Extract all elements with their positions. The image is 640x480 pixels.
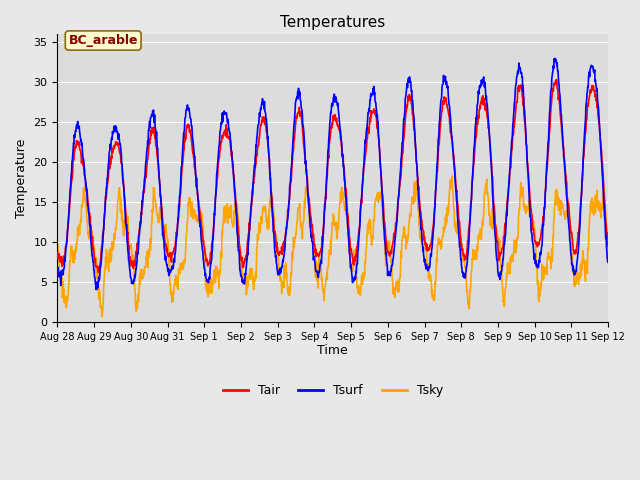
Tsurf (54, 271, 61, 277)
Tsky (491, 217, 499, 223)
Tair (604, 243, 612, 249)
Tsurf (552, 56, 559, 61)
Tsky (540, 264, 547, 270)
X-axis label: Time: Time (317, 345, 348, 358)
Tsky (238, 261, 246, 266)
Tsurf (177, 186, 184, 192)
Tsky (54, 240, 61, 246)
Tair (95, 269, 102, 275)
Tair (177, 192, 184, 198)
Tair (552, 77, 560, 83)
Tair (419, 226, 426, 232)
Tsky (604, 260, 612, 266)
Tsurf (238, 275, 246, 280)
Text: BC_arable: BC_arable (68, 34, 138, 47)
Line: Tair: Tair (58, 80, 608, 272)
Title: Temperatures: Temperatures (280, 15, 385, 30)
Tair (54, 249, 61, 255)
Tsurf (539, 221, 547, 227)
Line: Tsurf: Tsurf (58, 59, 608, 289)
Tsurf (419, 240, 426, 246)
Tsky (448, 173, 456, 179)
Tair (539, 214, 547, 220)
Tair (238, 258, 246, 264)
Tsky (419, 234, 426, 240)
Tsky (177, 261, 184, 267)
Tsurf (92, 287, 100, 292)
Tair (163, 245, 171, 251)
Tsurf (491, 225, 499, 230)
Line: Tsky: Tsky (58, 176, 608, 316)
Tsky (99, 313, 106, 319)
Legend: Tair, Tsurf, Tsky: Tair, Tsurf, Tsky (218, 379, 448, 402)
Y-axis label: Temperature: Temperature (15, 138, 28, 217)
Tair (491, 205, 499, 211)
Tsurf (604, 259, 612, 265)
Tsky (163, 235, 171, 241)
Tsurf (163, 263, 171, 268)
